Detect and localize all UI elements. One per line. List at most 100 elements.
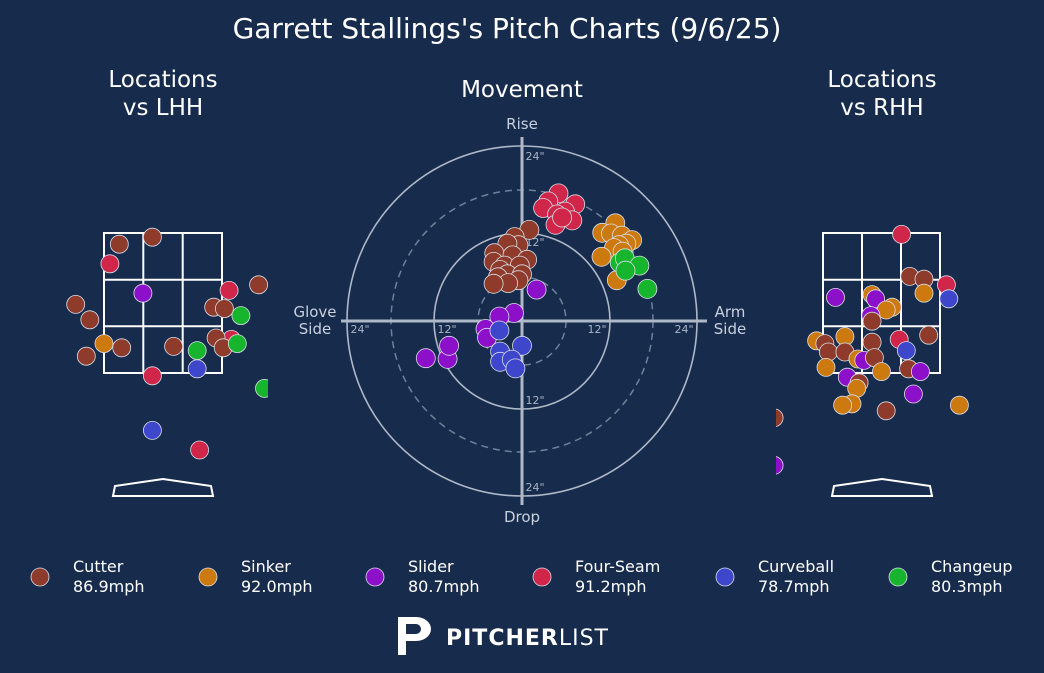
legend-label-curveball: Curveball [758, 557, 834, 576]
rhh-title-line2: vs RHH [840, 95, 923, 121]
lhh-pitch-cutter-21 [76, 346, 96, 366]
axis-label-glove-side-line2: Side [299, 320, 331, 338]
rhh-pitch-curveball-5 [939, 289, 959, 309]
movement-slider-43 [526, 279, 547, 300]
movement-title: Movement [461, 77, 583, 103]
legend-marker-four-seam [532, 567, 552, 587]
legend-velo-four-seam: 91.2mph [575, 577, 647, 596]
lhh-pitch-four-seam-4 [100, 254, 120, 274]
ring-label-right-24: 24" [674, 323, 693, 336]
ring-label-bottom-12: 12" [525, 394, 544, 407]
lhh-pitch-four-seam-26 [190, 440, 210, 460]
legend-label-sinker: Sinker [241, 557, 291, 576]
legend-label-slider: Slider [408, 557, 454, 576]
legend-label-cutter: Cutter [73, 557, 124, 576]
rhh-pitch-sinker-37 [950, 395, 969, 415]
legend-velo-curveball: 78.7mph [758, 577, 830, 596]
lhh-pitch-cutter-9 [80, 310, 100, 330]
lhh-pitch-cutter-6 [249, 275, 268, 295]
movement-curveball-52 [512, 335, 532, 356]
rhh-pitch-cutter-36 [876, 401, 896, 421]
legend-marker-changeup [888, 567, 908, 587]
ring-label-right-12: 12" [587, 323, 606, 336]
rhh-title-line1: Locations [827, 67, 936, 93]
rhh-pitch-cutter-13 [862, 311, 882, 331]
lhh-pitch-curveball-1 [281, 168, 299, 186]
axis-label-arm-side-line2: Side [714, 320, 746, 338]
legend-velo-sinker: 92.0mph [241, 577, 313, 596]
rhh-pitch-sinker-7 [914, 283, 934, 303]
lhh-pitch-cutter-18 [112, 338, 132, 358]
legend-marker-slider [365, 567, 385, 587]
rhh-pitch-slider-29 [911, 362, 930, 382]
figure-title: Garrett Stallings's Pitch Charts (9/6/25… [233, 12, 782, 45]
lhh-title-line2: vs LHH [123, 95, 203, 121]
brand-light: LIST [559, 626, 609, 651]
lhh-pitch-curveball-22 [187, 359, 207, 379]
movement-cutter-42 [483, 273, 504, 294]
rhh-pitch-curveball-22 [896, 341, 916, 361]
lhh-pitch-four-seam-23 [142, 366, 162, 386]
legend-velo-cutter: 86.9mph [73, 577, 145, 596]
rhh-pitch-cutter-38 [776, 408, 784, 428]
legend-label-changeup: Changeup [931, 557, 1013, 576]
ring-label-left-24: 24" [350, 323, 369, 336]
movement-changeup-25 [637, 278, 658, 299]
pitcherlist-logo-icon [398, 617, 431, 655]
rhh-pitch-cutter-14 [919, 325, 939, 345]
rhh-pitch-cutter-20 [819, 342, 838, 362]
rhh-pitch-sinker-26 [816, 357, 836, 377]
movement-slider-50 [415, 348, 436, 369]
axis-label-drop: Drop [504, 508, 540, 526]
legend-marker-cutter [30, 567, 50, 587]
legend-marker-curveball [715, 567, 735, 587]
lhh-pitch-four-seam-5 [219, 280, 239, 300]
rhh-location-panel [776, 224, 969, 497]
lhh-home-plate [111, 477, 215, 497]
rhh-pitch-slider-33 [904, 384, 923, 404]
rhh-pitch-four-seam-1 [892, 224, 911, 244]
ring-label-bottom-24: 24" [525, 481, 544, 494]
movement-sinker-19 [591, 246, 612, 267]
movement-changeup-24 [615, 260, 636, 281]
lhh-pitch-changeup-12 [231, 306, 251, 326]
rhh-pitch-slider-39 [776, 456, 784, 475]
axis-label-rise: Rise [506, 115, 538, 133]
movement-slider-49 [439, 335, 460, 356]
lhh-pitch-changeup-20 [187, 341, 207, 361]
lhh-pitch-dots [66, 168, 299, 460]
movement-curveball-51 [489, 320, 510, 341]
legend-velo-slider: 80.7mph [408, 577, 480, 596]
rhh-pitch-slider-6 [826, 287, 845, 307]
movement-curveball-56 [505, 358, 526, 379]
brand-bold: PITCHER [446, 626, 559, 651]
lhh-pitch-curveball-25 [142, 420, 162, 440]
lhh-pitch-cutter-19 [164, 336, 184, 356]
movement-pitch-dots [415, 183, 658, 379]
axis-label-arm-side-line1: Arm [715, 303, 746, 321]
movement-four-seam-9 [552, 207, 572, 228]
legend-label-four-seam: Four-Seam [575, 557, 660, 576]
lhh-location-panel [66, 168, 299, 497]
axis-label-glove-side-line1: Glove [293, 303, 336, 321]
lhh-pitch-changeup-16 [227, 334, 247, 354]
legend-marker-sinker [198, 567, 218, 587]
lhh-title-line1: Locations [108, 67, 217, 93]
lhh-pitch-cutter-11 [214, 299, 234, 319]
legend-velo-changeup: 80.3mph [931, 577, 1003, 596]
lhh-pitch-cutter-8 [66, 294, 86, 314]
ring-label-left-12: 12" [437, 323, 456, 336]
ring-label-top-24: 24" [525, 150, 544, 163]
lhh-pitch-cutter-3 [142, 227, 162, 247]
rhh-home-plate [830, 477, 934, 497]
lhh-pitch-sinker-17 [94, 334, 114, 354]
pitcherlist-logo: PITCHERLIST [398, 617, 609, 655]
lhh-pitch-changeup-24 [255, 379, 268, 398]
lhh-pitch-cutter-2 [109, 234, 129, 254]
brand-wordmark: PITCHERLIST [446, 626, 609, 651]
lhh-pitch-slider-7 [133, 283, 153, 303]
rhh-pitch-dots [776, 224, 969, 475]
movement-panel: 24" 12" 12" 24" 24" 12" 12" 24" Rise Dro… [293, 115, 746, 526]
